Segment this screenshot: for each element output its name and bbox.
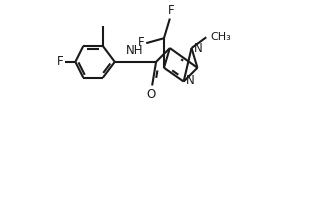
Text: I: I (101, 28, 105, 41)
Text: N: N (194, 42, 203, 55)
Text: NH: NH (126, 44, 143, 57)
Text: CH₃: CH₃ (210, 32, 231, 42)
Text: F: F (57, 55, 63, 68)
Text: F: F (167, 4, 174, 17)
Text: F: F (137, 36, 144, 49)
Text: O: O (147, 88, 156, 101)
Text: N: N (186, 74, 195, 87)
